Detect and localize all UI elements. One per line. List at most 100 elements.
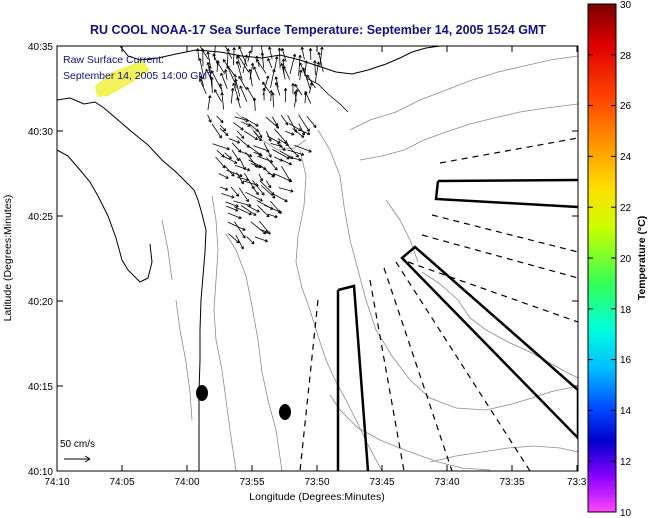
colorbar-tick-labels: 30 28 26 24 22 20 18 16 14 12 10 (620, 0, 632, 518)
current-vector (228, 138, 241, 144)
current-vector (260, 52, 265, 69)
current-vector (246, 236, 255, 245)
current-vector (280, 159, 293, 166)
current-vector (226, 65, 236, 83)
figure-title: RU COOL NOAA-17 Sea Surface Temperature:… (90, 23, 546, 37)
current-vector (266, 157, 278, 171)
current-vector (288, 156, 302, 162)
current-vector (214, 89, 222, 102)
current-vector (267, 172, 276, 177)
current-vector (280, 114, 289, 126)
current-vector (235, 60, 243, 81)
y-axis-label: Latitude (Degrees:Minutes) (2, 195, 14, 322)
current-vector (270, 68, 276, 88)
current-vector (223, 155, 238, 164)
current-vector (268, 46, 273, 60)
current-vector (238, 75, 247, 90)
current-vector (236, 97, 241, 109)
current-vector (233, 74, 237, 89)
current-vector (280, 62, 286, 80)
current-vector (256, 58, 267, 74)
current-vector (287, 144, 299, 158)
current-vector (230, 87, 235, 104)
current-vector (234, 221, 246, 239)
current-vector (271, 192, 288, 203)
current-vector (224, 69, 228, 80)
current-vector (231, 149, 240, 162)
colorbar-tick-label: 26 (620, 101, 632, 112)
current-vector (228, 233, 240, 244)
current-vector (291, 83, 295, 94)
current-vector (241, 121, 251, 127)
current-vector (235, 165, 251, 172)
current-vector (301, 130, 311, 136)
radar-sectors (336, 178, 578, 471)
current-vector (313, 60, 317, 76)
current-vector (245, 191, 263, 202)
axis-ticks (56, 45, 578, 472)
y-tick-label: 40:35 (28, 42, 53, 53)
current-vector (236, 176, 249, 182)
current-vector (288, 123, 302, 132)
current-vector (294, 83, 303, 96)
station-marker-1 (196, 385, 208, 401)
current-vector (252, 97, 257, 111)
current-vector (218, 173, 229, 179)
y-tick-label: 40:30 (28, 127, 53, 138)
current-vector (239, 85, 248, 102)
current-vector (210, 76, 214, 94)
colorbar-tick-label: 12 (620, 457, 632, 468)
current-vector (247, 50, 252, 62)
current-vector (257, 130, 263, 139)
current-vector (283, 65, 291, 80)
current-vector (271, 116, 278, 127)
current-vector (258, 220, 271, 235)
scale-vector-arrow (64, 455, 91, 463)
current-vector (220, 186, 229, 191)
current-vector (236, 130, 245, 139)
current-vector (226, 205, 239, 212)
current-vector (207, 95, 212, 111)
current-vector (224, 152, 232, 160)
current-vector (254, 236, 269, 243)
current-vector (294, 144, 312, 153)
current-vector (216, 115, 224, 124)
current-vector (211, 123, 222, 139)
y-tick-label: 40:10 (28, 467, 53, 478)
current-vector (267, 57, 273, 68)
x-axis-label: Longitude (Degrees:Minutes) (249, 491, 384, 503)
current-vector (199, 78, 207, 95)
colorbar-tick-label: 10 (620, 508, 632, 518)
current-vector (226, 169, 243, 178)
current-vector (215, 156, 226, 169)
colorbar-tick-label: 18 (620, 305, 632, 316)
current-vector (242, 54, 248, 74)
current-vector (304, 90, 312, 104)
current-vector (287, 149, 305, 156)
colorbar-ticks (588, 3, 616, 513)
current-vector (246, 205, 260, 213)
map-area: Raw Surface Current: September 14, 2005 … (57, 46, 578, 471)
current-vector (248, 68, 253, 87)
current-vector (300, 46, 305, 60)
colorbar-tick-label: 28 (620, 51, 632, 62)
current-vector (253, 151, 263, 157)
x-tick-label: 73:50 (304, 477, 329, 488)
current-vector (294, 89, 299, 108)
current-vector (227, 212, 242, 220)
current-vector (216, 60, 226, 75)
current-vector (283, 88, 288, 103)
colorbar-tick-label: 20 (620, 254, 632, 265)
current-vector (241, 116, 259, 127)
current-vector (274, 76, 279, 88)
colorbar-tick-label: 30 (620, 0, 632, 11)
current-vector (222, 59, 235, 76)
x-tick-label: 73:3 (567, 477, 587, 488)
current-vector (265, 130, 272, 142)
x-tick-label: 73:45 (369, 477, 394, 488)
current-vector (196, 48, 200, 60)
x-tick-label: 74:05 (109, 477, 134, 488)
colorbar-tick-label: 16 (620, 355, 632, 366)
current-vector (308, 47, 313, 60)
coastline-west (57, 97, 207, 471)
